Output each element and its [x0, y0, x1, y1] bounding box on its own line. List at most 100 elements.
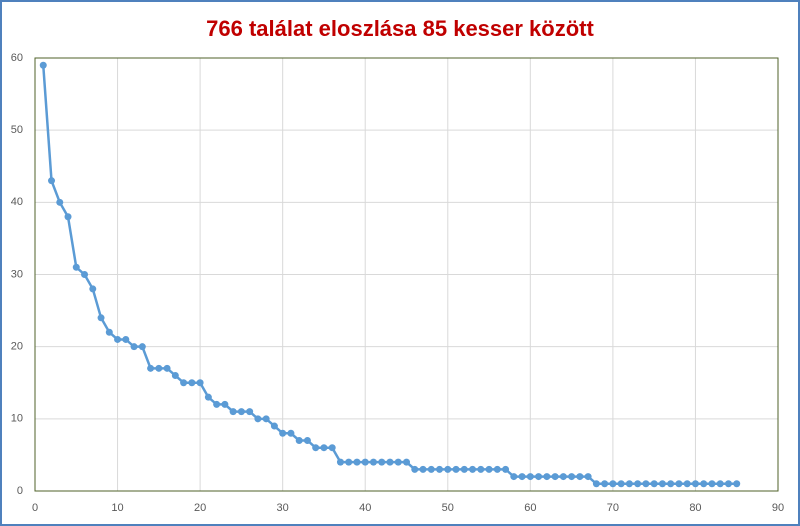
point	[196, 379, 204, 387]
point	[130, 343, 138, 351]
point	[180, 379, 188, 387]
point	[518, 473, 526, 481]
point	[262, 415, 270, 423]
x-tick-label: 10	[111, 502, 123, 514]
point	[56, 198, 64, 206]
point	[114, 335, 122, 343]
point	[403, 458, 410, 466]
point	[675, 480, 683, 488]
point	[700, 480, 708, 488]
point	[650, 480, 658, 488]
point	[502, 465, 510, 473]
point	[733, 480, 741, 488]
point	[609, 480, 617, 488]
point	[526, 473, 534, 481]
point	[691, 480, 699, 488]
point	[89, 285, 97, 293]
point	[204, 393, 212, 401]
x-tick-label: 40	[359, 502, 371, 514]
point	[320, 444, 328, 452]
point	[254, 415, 262, 423]
x-tick-label: 0	[32, 502, 38, 514]
x-tick-label: 80	[689, 502, 701, 514]
point	[559, 473, 567, 481]
x-tick-label: 30	[277, 502, 289, 514]
point	[287, 429, 295, 437]
point	[584, 473, 592, 481]
point	[568, 473, 576, 481]
point	[303, 436, 311, 444]
point	[394, 458, 402, 466]
point	[427, 465, 435, 473]
point	[147, 364, 155, 372]
point	[634, 480, 642, 488]
point	[295, 436, 303, 444]
point	[122, 335, 130, 343]
point	[411, 465, 419, 473]
point	[345, 458, 353, 466]
point	[535, 473, 543, 481]
point	[386, 458, 394, 466]
point	[460, 465, 468, 473]
point	[138, 343, 146, 351]
point	[105, 328, 113, 336]
point	[444, 465, 452, 473]
point	[163, 364, 171, 372]
point	[477, 465, 485, 473]
point	[642, 480, 650, 488]
y-tick-label: 60	[11, 52, 23, 64]
y-tick-label: 40	[11, 196, 23, 208]
point	[270, 422, 278, 430]
point	[708, 480, 716, 488]
y-tick-label: 50	[11, 124, 23, 136]
point	[246, 408, 254, 416]
point	[485, 465, 493, 473]
point	[658, 480, 666, 488]
x-tick-label: 20	[194, 502, 206, 514]
point	[237, 408, 245, 416]
x-tick-label: 70	[607, 502, 619, 514]
point	[716, 480, 724, 488]
point	[72, 263, 80, 271]
point	[328, 444, 336, 452]
point	[229, 408, 237, 416]
chart-title: 766 találat eloszlása 85 kesser között	[206, 16, 594, 41]
point	[155, 364, 163, 372]
point	[378, 458, 386, 466]
point	[617, 480, 625, 488]
point	[213, 400, 221, 408]
point	[667, 480, 675, 488]
point	[97, 314, 105, 322]
x-tick-label: 50	[442, 502, 454, 514]
point	[551, 473, 559, 481]
point	[81, 271, 89, 278]
point	[469, 465, 477, 473]
point	[336, 458, 344, 466]
point	[361, 458, 369, 466]
point	[419, 465, 427, 473]
y-tick-label: 10	[11, 413, 23, 425]
point	[493, 465, 501, 473]
point	[452, 465, 460, 473]
point	[576, 473, 584, 481]
point	[171, 372, 179, 380]
y-tick-label: 30	[11, 268, 23, 280]
point	[592, 480, 600, 488]
point	[625, 480, 633, 488]
point	[601, 480, 609, 488]
point	[353, 458, 361, 466]
plot-area	[34, 57, 779, 492]
point	[221, 400, 229, 408]
point	[39, 61, 47, 69]
y-tick-label: 0	[17, 485, 23, 497]
x-tick-label: 90	[772, 502, 784, 514]
point	[510, 473, 518, 481]
x-tick-label: 60	[524, 502, 536, 514]
point	[369, 458, 377, 466]
point	[188, 379, 196, 387]
point	[724, 480, 732, 488]
point	[64, 213, 72, 221]
point	[436, 465, 444, 473]
